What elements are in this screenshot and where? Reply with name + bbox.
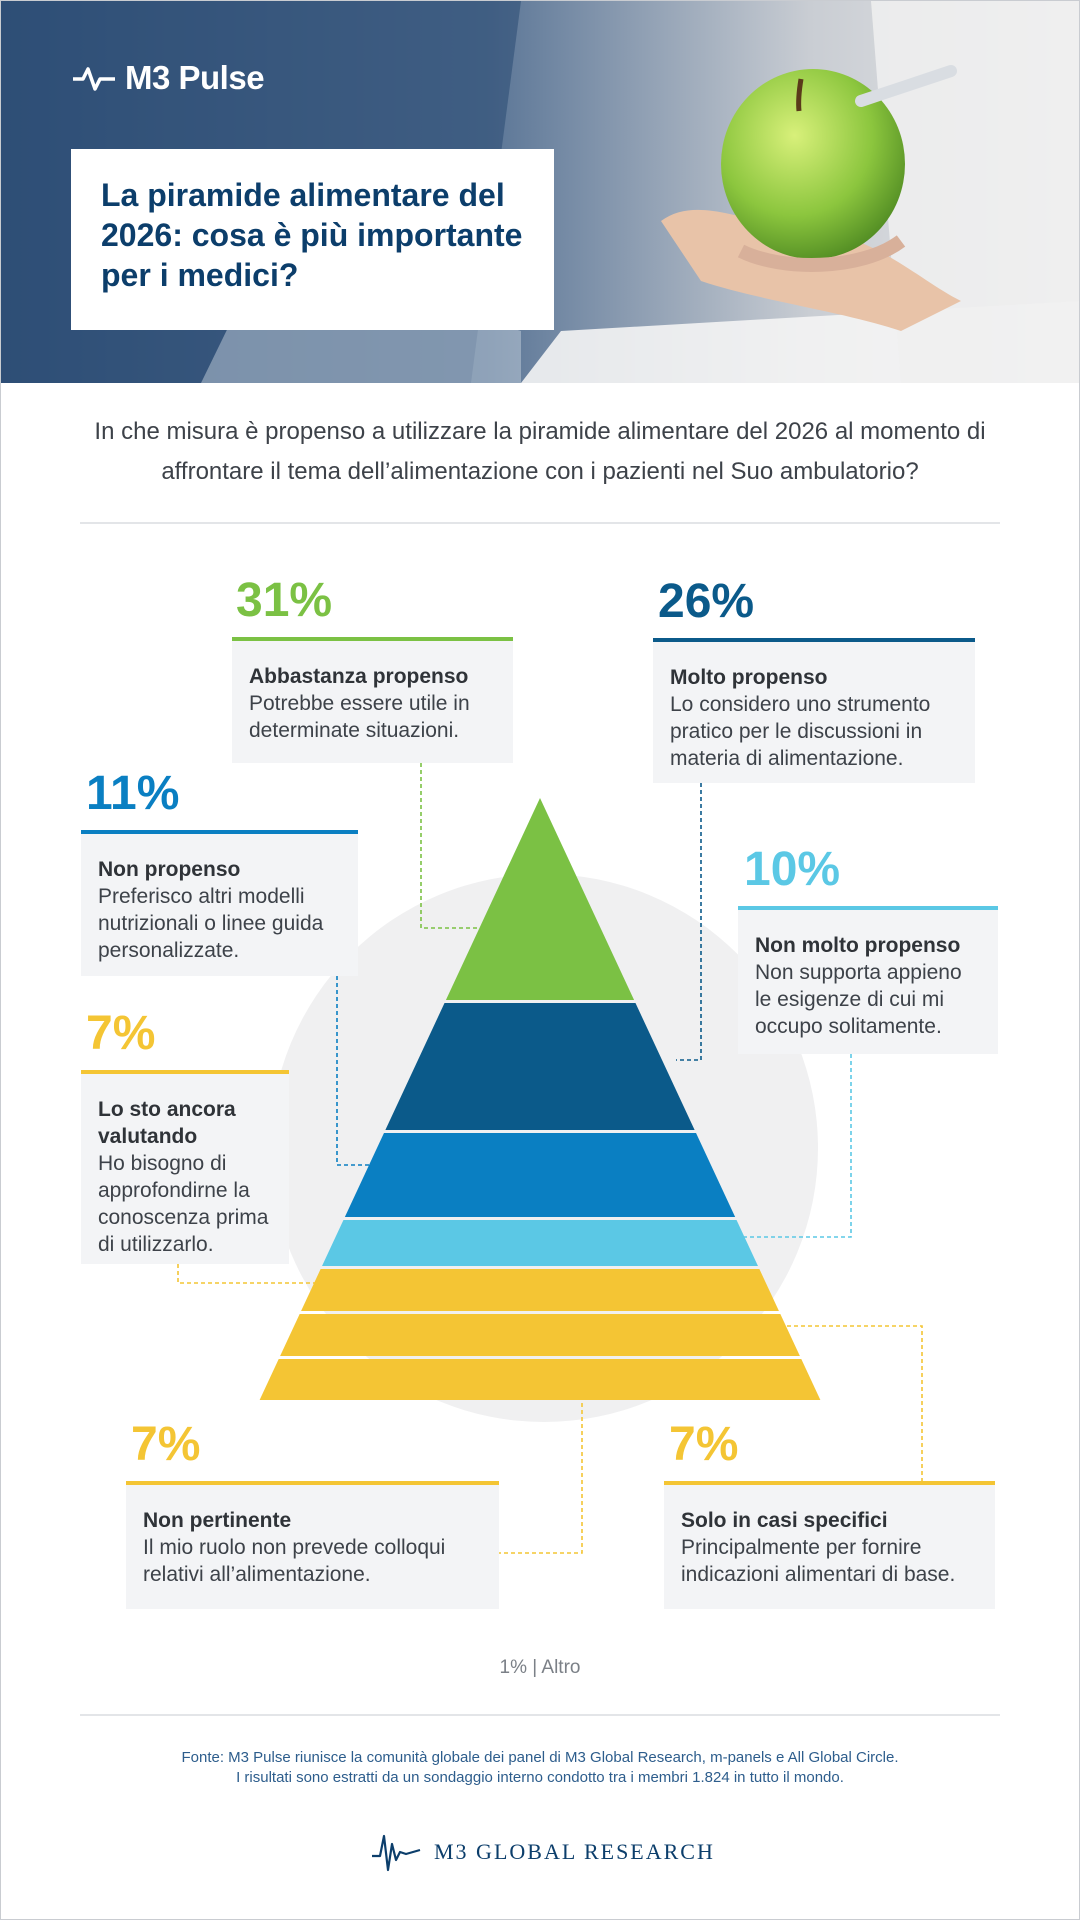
divider-top [80,522,1000,524]
description-non-molto: Non supporta appieno le esigenze di cui … [755,961,962,1038]
hero-banner: M3 Pulse La piramide alimentare del 2026… [1,1,1079,383]
accent-bar-non-propenso [81,830,358,834]
label-molto: Molto propenso [670,666,828,689]
description-valutando: Ho bisogno di approfondirne la conoscenz… [98,1152,269,1256]
footer-logo: M3 GLOBAL RESEARCH [370,1830,715,1874]
description-non-propenso: Preferisco altri modelli nutrizionali o … [98,885,324,962]
value-label-non-molto: 10% [744,843,841,896]
pyramid-layer-green [445,798,635,1000]
connector-non-molto [740,1054,852,1238]
source-line-1: Fonte: M3 Pulse riunisce la comunità glo… [181,1749,899,1766]
description-casi-specifici: Principalmente per fornire indicazioni a… [681,1536,956,1586]
pyramid-layer-yellow-3 [259,1359,821,1400]
footer-logo-text: M3 GLOBAL RESEARCH [434,1839,715,1864]
label-non-propenso: Non propenso [98,858,241,881]
brand-name: M3 Pulse [125,59,265,96]
pulse-icon [73,67,115,91]
value-label-valutando: 7% [86,1007,156,1060]
brand-logo: M3 Pulse [71,59,265,97]
label-abbastanza: Abbastanza propenso [249,665,469,688]
signal-wave-icon [372,1834,421,1872]
source-line-2: I risultati sono estratti da un sondaggi… [236,1769,844,1786]
card-non-propenso: Non propenso Preferisco altri modelli nu… [81,834,358,976]
pyramid-layer-yellow-2 [280,1314,800,1356]
divider-bottom [80,1714,1000,1716]
value-label-abbastanza: 31% [236,574,333,627]
accent-bar-molto [653,638,975,642]
accent-bar-abbastanza [232,637,513,641]
pyramid-layer-blue [344,1133,736,1217]
value-label-molto: 26% [658,575,755,628]
source-note: Fonte: M3 Pulse riunisce la comunità glo… [60,1748,1020,1788]
other-note: 1% | Altro [499,1657,581,1678]
description-molto: Lo considero uno strumento pratico per l… [670,693,931,770]
card-casi-specifici: Solo in casi specifici Principalmente pe… [664,1485,995,1609]
label-non-molto: Non molto propenso [755,934,961,957]
connector-casi-specifici [745,1325,923,1481]
connector-non-propenso [336,976,370,1166]
description-non-pertinente: Il mio ruolo non prevede colloqui relati… [143,1536,446,1586]
connector-valutando [177,1264,318,1284]
connector-non-pertinente [499,1382,583,1554]
value-label-non-propenso: 11% [86,767,180,820]
accent-bar-valutando [81,1070,289,1074]
description-abbastanza: Potrebbe essere utile in determinate sit… [249,692,470,742]
card-valutando: Lo sto ancora valutando Ho bisogno di ap… [81,1074,289,1264]
pyramid-layer-navy [385,1003,695,1130]
connector-abbastanza [420,763,478,929]
pyramid-layer-yellow-1 [301,1269,779,1311]
card-abbastanza: Abbastanza propenso Potrebbe essere util… [232,641,513,763]
survey-question: In che misura è propenso a utilizzare la… [94,418,986,485]
accent-bar-non-molto [738,906,998,910]
value-label-non-pertinente: 7% [131,1418,201,1471]
label-casi-specifici: Solo in casi specifici [681,1509,888,1532]
card-non-pertinente: Non pertinente Il mio ruolo non prevede … [126,1485,499,1609]
value-label-casi-specifici: 7% [669,1418,739,1471]
label-valutando: Lo sto ancora valutando [98,1098,236,1148]
title-card: La piramide alimentare del 2026: cosa è … [71,149,554,330]
connector-molto [676,783,702,1061]
accent-bar-non-pertinente [126,1481,499,1485]
label-non-pertinente: Non pertinente [143,1509,292,1532]
page-title: La piramide alimentare del 2026: cosa è … [101,177,523,293]
card-non-molto: Non molto propenso Non supporta appieno … [738,910,998,1054]
accent-bar-casi-specifici [664,1481,995,1485]
pyramid-layer-light-blue [322,1220,758,1266]
card-molto: Molto propenso Lo considero uno strument… [653,642,975,783]
